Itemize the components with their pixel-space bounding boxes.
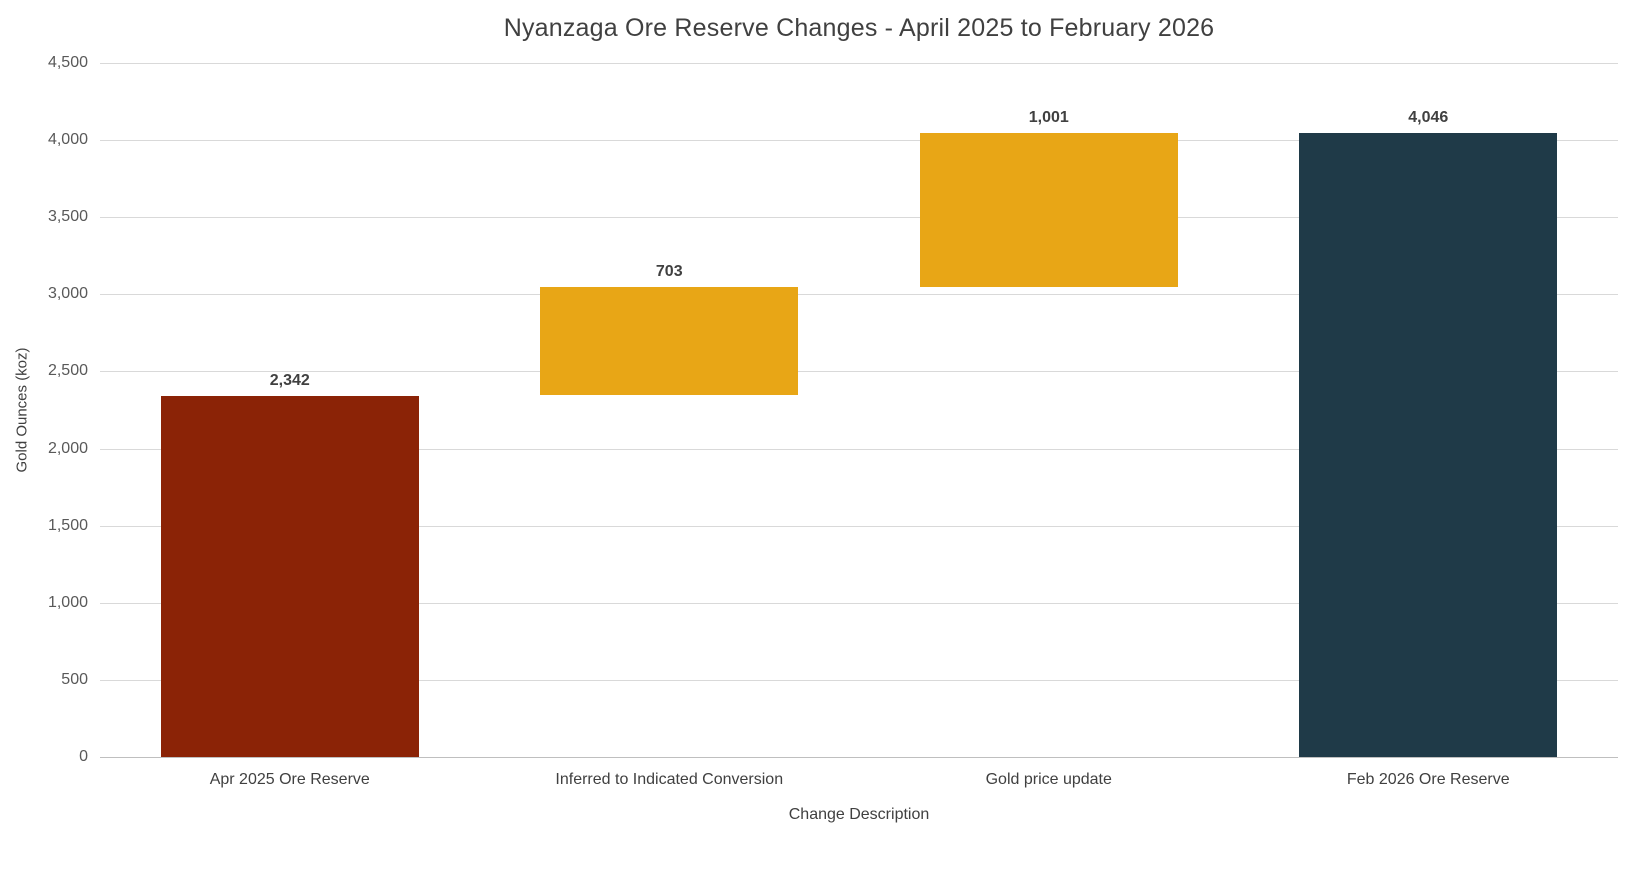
y-tick-label: 2,500 (47, 362, 88, 380)
bar-2 (540, 287, 798, 395)
bar-1 (161, 396, 419, 757)
y-tick-label: 1,000 (47, 593, 88, 611)
chart-title: Nyanzaga Ore Reserve Changes - April 202… (503, 14, 1215, 42)
bar-4 (1299, 133, 1557, 757)
plot-area: 0 500 1,000 1,500 2,000 2,500 3,000 3,500 4,000 4… (48, 54, 1618, 788)
y-tick-label: 500 (61, 670, 88, 688)
category-label: Inferred to Indicated Conversion (555, 771, 784, 788)
gridline (100, 371, 1618, 373)
category-label: Gold price update (985, 771, 1112, 788)
y-tick-label: 3,000 (47, 285, 88, 303)
bar-value-label: 4,046 (1408, 109, 1449, 127)
gridline (100, 679, 1618, 681)
gridline (100, 63, 1618, 64)
y-tick-label: 0 (79, 748, 88, 765)
category-label: Feb 2026 Ore Reserve (1346, 771, 1510, 788)
gridline (100, 294, 1618, 296)
y-tick-label: 2,000 (47, 439, 88, 457)
y-tick-label: 4,000 (47, 131, 88, 149)
gridline (100, 140, 1618, 142)
gridline (100, 525, 1618, 527)
gridline (100, 217, 1618, 219)
gridline (100, 602, 1618, 604)
y-tick-label: 1,500 (47, 516, 88, 534)
x-axis-title: Change Description (788, 806, 930, 823)
x-axis-line (100, 757, 1618, 758)
category-label: Apr 2025 Ore Reserve (209, 771, 370, 788)
bar-value-label: 703 (655, 263, 683, 281)
gridline (100, 448, 1618, 450)
y-tick-label: 4,500 (47, 54, 88, 71)
bar-value-label: 1,001 (1028, 109, 1069, 127)
bar-3 (920, 133, 1178, 287)
bar-value-label: 2,342 (269, 371, 310, 389)
y-tick-label: 3,500 (47, 208, 88, 226)
